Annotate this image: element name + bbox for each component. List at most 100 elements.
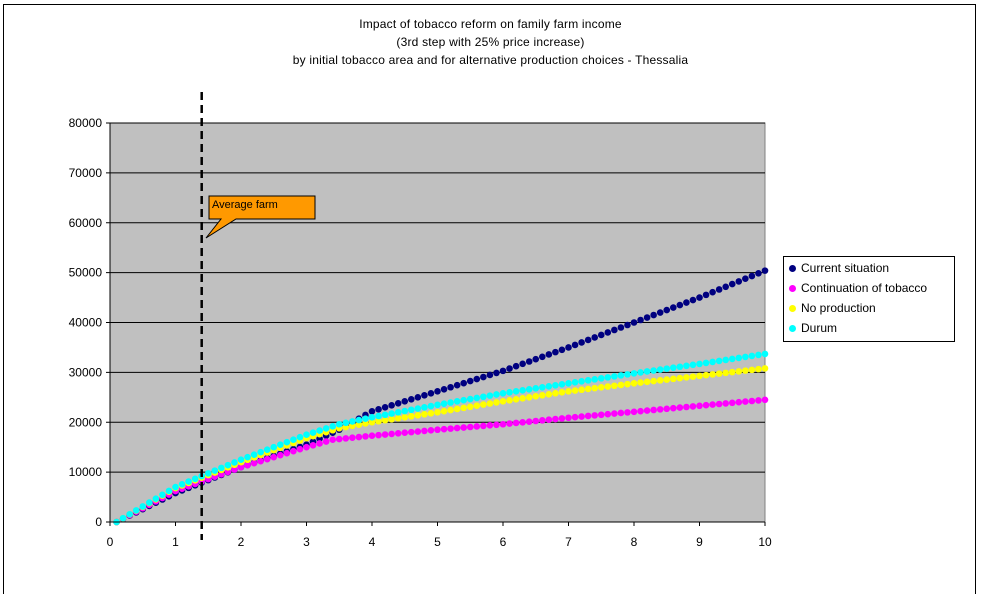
- data-point: [342, 419, 350, 427]
- data-point: [329, 423, 337, 430]
- data-point: [185, 478, 192, 485]
- data-point: [637, 379, 644, 386]
- data-point: [702, 359, 710, 367]
- data-point: [709, 288, 716, 296]
- data-point: [578, 339, 585, 346]
- data-point: [643, 314, 651, 321]
- data-point: [597, 375, 605, 382]
- data-point: [401, 413, 409, 421]
- data-point: [604, 374, 612, 381]
- data-point: [388, 430, 395, 438]
- data-point: [473, 402, 481, 409]
- data-point: [270, 443, 278, 451]
- data-point: [670, 364, 677, 371]
- y-tick-label: 50000: [69, 266, 103, 280]
- data-point: [742, 398, 749, 405]
- data-point: [597, 411, 605, 419]
- data-point: [322, 438, 330, 445]
- data-point: [630, 370, 638, 377]
- data-point: [335, 435, 343, 443]
- data-point: [375, 417, 382, 425]
- data-point: [139, 503, 147, 510]
- legend-label: Current situation: [801, 261, 890, 275]
- data-point: [414, 411, 422, 419]
- data-point: [591, 376, 598, 383]
- data-point: [591, 384, 598, 392]
- data-point: [650, 377, 657, 385]
- data-point: [643, 368, 651, 375]
- data-point: [571, 341, 579, 349]
- x-tick-label: 8: [631, 535, 638, 549]
- data-point: [408, 412, 415, 420]
- data-point: [702, 291, 710, 299]
- data-point: [231, 459, 238, 466]
- data-point: [676, 301, 684, 309]
- data-point: [683, 299, 690, 306]
- data-point: [231, 466, 238, 473]
- data-point: [558, 415, 566, 422]
- data-point: [565, 344, 572, 351]
- data-point: [414, 394, 422, 401]
- data-point: [401, 398, 409, 405]
- data-point: [303, 431, 310, 439]
- data-point: [748, 397, 756, 405]
- data-point: [709, 401, 716, 408]
- data-point: [250, 459, 258, 467]
- data-point: [316, 427, 323, 434]
- data-point: [244, 461, 251, 469]
- data-point: [499, 390, 507, 397]
- data-point: [172, 483, 179, 491]
- data-point: [303, 443, 310, 451]
- x-tick-label: 0: [107, 535, 114, 549]
- data-point: [539, 384, 546, 391]
- data-point: [643, 378, 651, 386]
- legend-marker: [789, 285, 796, 292]
- data-point: [722, 356, 729, 364]
- data-point: [696, 294, 703, 301]
- data-point: [401, 429, 409, 437]
- data-point: [349, 418, 356, 425]
- y-tick-label: 20000: [69, 415, 103, 429]
- data-point: [696, 360, 703, 368]
- data-point: [486, 371, 494, 379]
- data-point: [722, 283, 729, 291]
- data-point: [545, 351, 553, 358]
- legend: Current situation Continuation of tobacc…: [783, 256, 955, 342]
- data-point: [499, 367, 507, 375]
- legend-marker: [789, 265, 796, 272]
- data-point: [702, 401, 710, 409]
- data-point: [656, 377, 664, 384]
- legend-marker: [789, 305, 796, 312]
- data-point: [480, 373, 487, 381]
- data-point: [493, 399, 500, 406]
- data-point: [224, 468, 232, 476]
- data-point: [683, 362, 690, 370]
- data-point: [421, 403, 428, 411]
- data-point: [427, 390, 435, 397]
- data-point: [480, 393, 487, 401]
- data-point: [388, 415, 395, 423]
- data-point: [290, 436, 297, 444]
- data-point: [146, 499, 153, 506]
- data-point: [427, 409, 435, 417]
- data-point: [624, 409, 631, 416]
- data-point: [715, 286, 723, 293]
- data-point: [368, 413, 376, 421]
- data-point: [656, 406, 664, 413]
- data-point: [421, 392, 428, 399]
- data-point: [480, 422, 487, 430]
- data-point: [388, 410, 395, 417]
- data-point: [159, 491, 166, 499]
- legend-item-continuation-of-tobacco: Continuation of tobacco: [784, 281, 954, 301]
- data-point: [263, 455, 271, 463]
- data-point: [611, 382, 618, 390]
- data-point: [565, 380, 572, 387]
- data-point: [742, 353, 749, 361]
- data-point: [453, 424, 461, 432]
- data-point: [525, 358, 533, 365]
- data-point: [362, 433, 369, 440]
- data-point: [755, 351, 762, 359]
- data-point: [525, 386, 533, 393]
- data-point: [473, 394, 481, 402]
- data-point: [460, 379, 468, 387]
